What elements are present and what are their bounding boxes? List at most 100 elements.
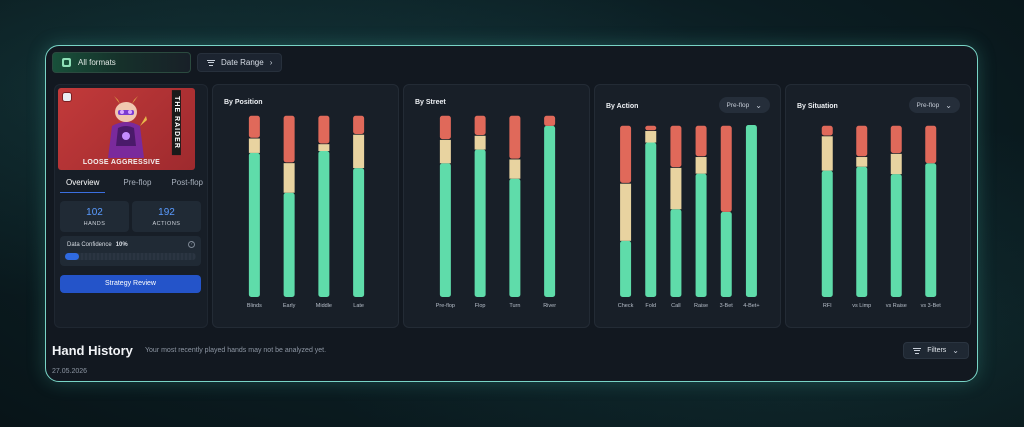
bar-stack[interactable] <box>439 115 451 297</box>
format-selector-button[interactable]: All formats <box>52 52 191 73</box>
bar-stack[interactable] <box>620 125 632 297</box>
bar-stack[interactable] <box>821 125 833 297</box>
green-segment <box>720 211 732 297</box>
red-segment <box>353 115 365 134</box>
street-dropdown[interactable]: Pre-flop ⌄ <box>908 97 960 113</box>
bar-stack[interactable] <box>283 115 295 297</box>
chevron-right-icon: › <box>269 58 273 67</box>
filter-lines-icon <box>207 59 215 66</box>
category-label: Raise <box>694 303 708 309</box>
red-segment <box>283 115 295 163</box>
panel-title: By Street <box>415 99 446 106</box>
help-icon[interactable]: ? <box>188 241 195 248</box>
hand-history-note: Your most recently played hands may not … <box>145 347 327 354</box>
bar-stack[interactable] <box>890 125 902 297</box>
category-label: Fold <box>645 303 656 309</box>
player-profile-panel: THE RAIDER LOOSE AGGRESSIVE Overview Pre… <box>54 84 208 328</box>
dropdown-value: Pre-flop <box>916 101 940 109</box>
category-label: Late <box>353 303 364 309</box>
bar-stack[interactable] <box>925 125 937 297</box>
red-segment <box>474 115 486 136</box>
bar-stack[interactable] <box>645 125 657 297</box>
hand-history-date: 27.05.2026 <box>52 368 88 375</box>
category-label: Pre-flop <box>436 303 455 309</box>
format-icon <box>62 58 71 67</box>
bar-stack[interactable] <box>695 125 707 297</box>
green-segment <box>353 168 365 297</box>
tan-segment <box>821 136 833 171</box>
chevron-down-icon: ⌄ <box>945 100 952 110</box>
category-label: Turn <box>509 303 520 309</box>
bar-stack[interactable] <box>474 115 486 297</box>
confidence-progress-bar <box>65 253 196 260</box>
tan-segment <box>318 144 330 152</box>
category-label: Blinds <box>247 303 262 309</box>
green-segment <box>509 178 521 297</box>
confidence-progress-fill <box>65 253 79 260</box>
strategy-review-button[interactable]: Strategy Review <box>60 275 201 293</box>
category-label: Flop <box>475 303 486 309</box>
green-segment <box>318 151 330 297</box>
app-window: All formats Date Range › THE RAIDER <box>45 45 978 382</box>
bar-stack[interactable] <box>720 125 732 297</box>
category-label: 3-Bet <box>720 303 734 309</box>
hands-stat: 102 HANDS <box>60 201 129 232</box>
bar-stack[interactable] <box>353 115 365 297</box>
player-type-label: LOOSE AGGRESSIVE <box>82 159 161 166</box>
green-segment <box>439 163 451 297</box>
red-segment <box>620 125 632 183</box>
red-segment <box>248 115 260 138</box>
actions-stat: 192 ACTIONS <box>132 201 201 232</box>
red-segment <box>720 125 732 212</box>
red-segment <box>318 115 330 144</box>
tan-segment <box>695 157 707 174</box>
tan-segment <box>283 163 295 193</box>
card-badge-icon[interactable] <box>62 92 72 102</box>
red-segment <box>856 125 868 157</box>
tan-segment <box>439 139 451 164</box>
green-segment <box>248 152 260 297</box>
bar-stack[interactable] <box>544 115 556 297</box>
bar-stack[interactable] <box>248 115 260 297</box>
tan-segment <box>248 138 260 153</box>
tab-overview[interactable]: Overview <box>60 178 106 193</box>
tan-segment <box>509 159 521 179</box>
top-bar: All formats Date Range › <box>52 52 971 74</box>
green-segment <box>821 170 833 297</box>
green-segment <box>645 142 657 297</box>
tab-post-flop[interactable]: Post-flop <box>171 178 203 187</box>
by-action-panel: By Action Pre-flop ⌄ Check Fold Call Raise 3… <box>594 84 781 328</box>
by-street-panel: By Street Pre-flop Flop Turn River <box>403 84 590 328</box>
actions-label: ACTIONS <box>152 221 181 227</box>
date-range-button[interactable]: Date Range › <box>197 53 283 72</box>
bar-stack[interactable] <box>670 125 682 297</box>
red-segment <box>890 125 902 154</box>
format-label: All formats <box>78 58 116 67</box>
by-situation-panel: By Situation Pre-flop ⌄ RFI vs Limp vs Rai… <box>785 84 971 328</box>
tab-pre-flop[interactable]: Pre-flop <box>123 178 152 187</box>
bar-stack[interactable] <box>856 125 868 297</box>
bar-stack[interactable] <box>509 115 521 297</box>
green-segment <box>544 125 556 297</box>
raider-avatar-image <box>108 96 147 158</box>
street-dropdown[interactable]: Pre-flop ⌄ <box>718 97 770 113</box>
by-action-chart: Check Fold Call Raise 3-Bet 4-Bet+ <box>618 125 760 309</box>
tan-segment <box>890 153 902 175</box>
green-segment <box>695 173 707 297</box>
bar-stack[interactable] <box>745 125 757 297</box>
category-label: RFI <box>823 303 832 309</box>
by-position-chart: Blinds Early Middle Late <box>247 115 365 309</box>
red-segment <box>821 125 833 136</box>
panel-title: By Position <box>224 99 263 106</box>
green-segment <box>474 149 486 297</box>
category-label: Check <box>618 303 634 309</box>
bar-stack[interactable] <box>318 115 330 297</box>
confidence-label: Data Confidence <box>67 242 112 248</box>
chevron-down-icon: ⌄ <box>952 346 959 355</box>
profile-tabs: Overview Pre-flop Post-flop <box>60 178 205 193</box>
tan-segment <box>620 183 632 241</box>
tan-segment <box>353 134 365 169</box>
card-tag: THE RAIDER <box>172 90 182 155</box>
green-segment <box>670 209 682 297</box>
filters-button[interactable]: Filters ⌄ <box>903 342 969 359</box>
